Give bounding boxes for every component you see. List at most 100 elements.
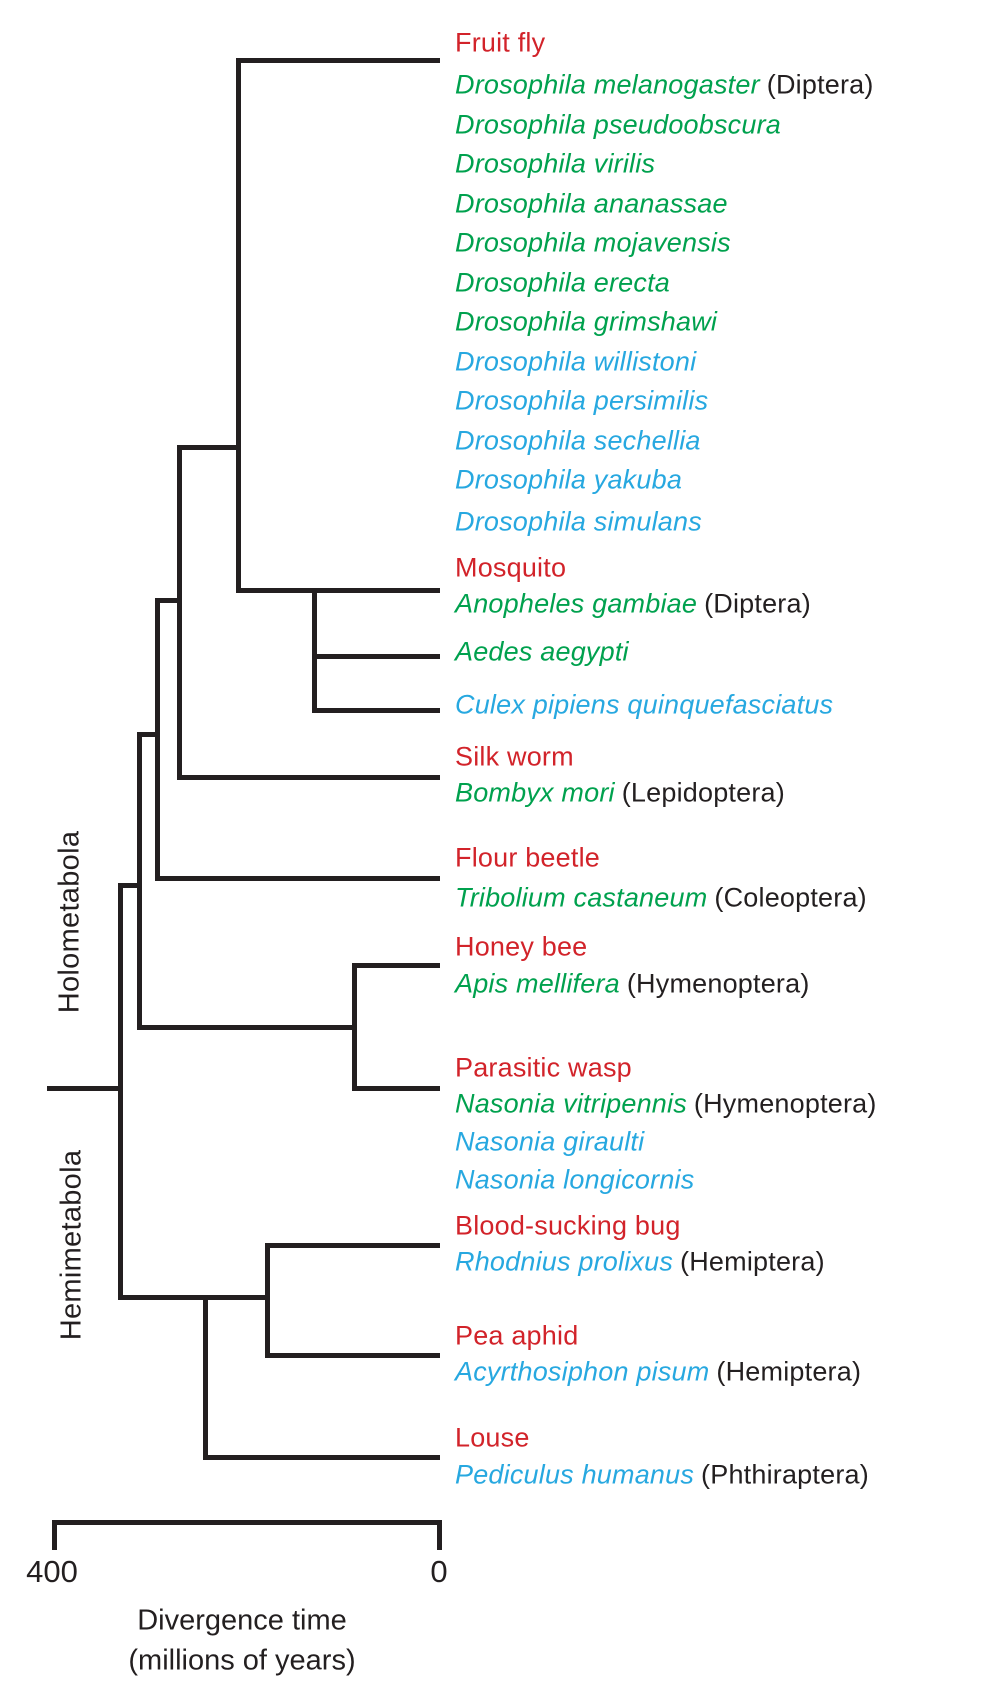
species-scientific-name: Nasonia vitripennis: [455, 1088, 687, 1119]
hymenoptera-node: [352, 963, 357, 1091]
common-name-label: Flour beetle: [455, 842, 600, 873]
species-name-label: Apis mellifera (Hymenoptera): [455, 968, 810, 999]
order-name: (Hemiptera): [680, 1246, 825, 1277]
diptera-node: [236, 58, 241, 593]
acyrthosiphon-branch: [265, 1353, 440, 1358]
root-backbone: [118, 883, 123, 1300]
axis-title-line2: (millions of years): [128, 1644, 356, 1677]
common-name-label: Pea aphid: [455, 1320, 579, 1351]
clade-label-hemimetabola: Hemimetabola: [55, 1149, 88, 1341]
species-name-label: Anopheles gambiae (Diptera): [455, 588, 811, 619]
species-name-label: Drosophila pseudoobscura: [455, 109, 782, 140]
scale-tick-right: [437, 1520, 442, 1550]
hymenoptera-stem: [137, 1025, 357, 1030]
species-scientific-name: Nasonia giraulti: [455, 1126, 645, 1157]
species-name-label: Nasonia giraulti: [455, 1126, 645, 1157]
species-scientific-name: Culex pipiens quinquefasciatus: [455, 689, 834, 720]
species-scientific-name: Drosophila willistoni: [455, 346, 697, 377]
rhodnius-branch: [265, 1243, 440, 1248]
hemimetabola-node: [203, 1295, 208, 1460]
species-scientific-name: Anopheles gambiae: [455, 588, 698, 619]
species-scientific-name: Apis mellifera: [455, 968, 620, 999]
species-name-label: Drosophila persimilis: [455, 385, 709, 416]
common-name-label: Blood-sucking bug: [455, 1210, 681, 1241]
order-name: (Lepidoptera): [621, 777, 785, 808]
species-scientific-name: Acyrthosiphon pisum: [455, 1356, 710, 1387]
species-name-label: Drosophila yakuba: [455, 464, 683, 495]
axis-tick-label-0: 0: [430, 1554, 448, 1589]
culex-branch: [312, 708, 440, 713]
holometabola-jog: [118, 883, 142, 888]
diptera-stem: [177, 445, 241, 450]
species-name-label: Nasonia longicornis: [455, 1164, 695, 1195]
silk-node-stem: [155, 598, 182, 603]
aedes-branch: [312, 654, 440, 659]
species-scientific-name: Drosophila virilis: [455, 148, 656, 179]
species-scientific-name: Nasonia longicornis: [455, 1164, 695, 1195]
species-scientific-name: Drosophila simulans: [455, 506, 702, 537]
tribolium-branch: [155, 876, 440, 881]
species-scientific-name: Drosophila grimshawi: [455, 306, 718, 337]
species-scientific-name: Tribolium castaneum: [455, 882, 708, 913]
common-name-label: Louse: [455, 1422, 530, 1453]
species-name-label: Nasonia vitripennis (Hymenoptera): [455, 1088, 877, 1119]
species-name-label: Bombyx mori (Lepidoptera): [455, 777, 785, 808]
bombyx-branch: [177, 775, 440, 780]
order-name: (Diptera): [766, 69, 874, 100]
order-name: (Phthiraptera): [701, 1459, 869, 1490]
species-name-label: Culex pipiens quinquefasciatus: [455, 689, 834, 720]
order-name: (Hymenoptera): [693, 1088, 877, 1119]
species-name-label: Drosophila simulans: [455, 506, 702, 537]
species-scientific-name: Pediculus humanus: [455, 1459, 695, 1490]
common-name-label: Fruit fly: [455, 27, 546, 58]
axis-tick-label-400: 400: [26, 1554, 78, 1589]
order-name: (Hymenoptera): [626, 968, 810, 999]
common-name-label: Silk worm: [455, 741, 574, 772]
flour-node: [155, 598, 160, 881]
species-scientific-name: Drosophila persimilis: [455, 385, 709, 416]
order-name: (Diptera): [704, 588, 811, 619]
mosquito-node: [312, 588, 317, 713]
species-name-label: Drosophila ananassae: [455, 188, 728, 219]
order-name: (Coleoptera): [714, 882, 867, 913]
anopheles-branch: [236, 588, 440, 593]
species-scientific-name: Drosophila pseudoobscura: [455, 109, 782, 140]
apis-branch: [352, 963, 440, 968]
axis-title-line1: Divergence time: [137, 1604, 347, 1637]
species-name-label: Drosophila grimshawi: [455, 306, 718, 337]
louse-branch: [203, 1455, 440, 1460]
species-name-label: Drosophila mojavensis: [455, 227, 731, 258]
common-name-label: Mosquito: [455, 552, 567, 583]
fruitfly-branch: [236, 58, 440, 63]
species-scientific-name: Drosophila erecta: [455, 267, 671, 298]
species-name-label: Drosophila erecta: [455, 267, 671, 298]
species-name-label: Aedes aegypti: [455, 636, 629, 667]
species-name-label: Drosophila virilis: [455, 148, 656, 179]
hemimetabola-stem: [118, 1295, 270, 1300]
common-name-label: Parasitic wasp: [455, 1052, 632, 1083]
holometabola-node: [137, 732, 142, 1030]
species-scientific-name: Drosophila ananassae: [455, 188, 728, 219]
species-name-label: Drosophila sechellia: [455, 425, 701, 456]
species-scientific-name: Drosophila yakuba: [455, 464, 683, 495]
species-scientific-name: Drosophila melanogaster: [455, 69, 760, 100]
species-scientific-name: Drosophila sechellia: [455, 425, 701, 456]
species-scientific-name: Rhodnius prolixus: [455, 1246, 674, 1277]
nasonia-branch: [352, 1086, 440, 1091]
order-name: (Hemiptera): [716, 1356, 862, 1387]
species-scientific-name: Bombyx mori: [455, 777, 615, 808]
common-name-label: Honey bee: [455, 931, 588, 962]
species-name-label: Drosophila melanogaster (Diptera): [455, 69, 874, 100]
species-name-label: Pediculus humanus (Phthiraptera): [455, 1459, 869, 1490]
species-scientific-name: Aedes aegypti: [455, 636, 629, 667]
flour-node-stem: [137, 732, 160, 737]
silk-node: [177, 445, 182, 780]
species-name-label: Tribolium castaneum (Coleoptera): [455, 882, 867, 913]
clade-label-holometabola: Holometabola: [53, 830, 86, 1014]
hemiptera-node: [265, 1243, 270, 1358]
scale-tick-left: [52, 1520, 57, 1550]
species-name-label: Rhodnius prolixus (Hemiptera): [455, 1246, 825, 1277]
species-scientific-name: Drosophila mojavensis: [455, 227, 731, 258]
species-name-label: Acyrthosiphon pisum (Hemiptera): [455, 1356, 862, 1387]
